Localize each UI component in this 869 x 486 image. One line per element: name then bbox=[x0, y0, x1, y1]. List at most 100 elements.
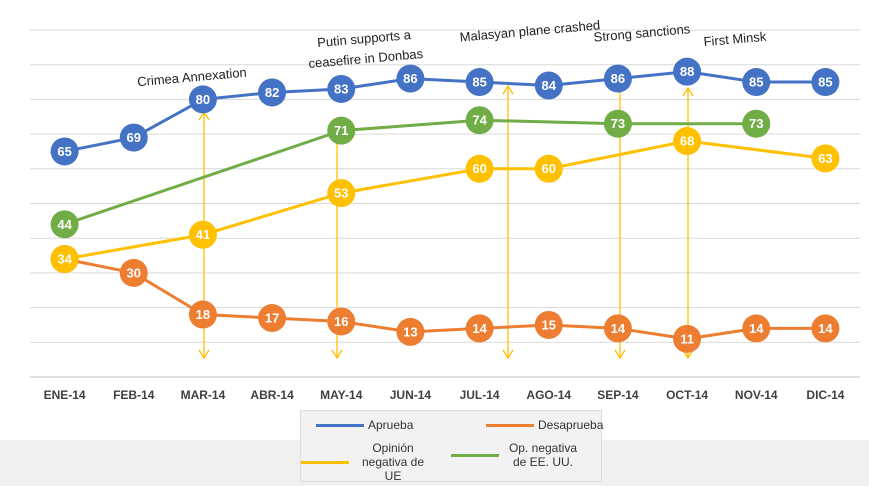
data-point bbox=[327, 179, 356, 208]
x-tick-label: MAY-14 bbox=[320, 388, 363, 402]
data-label: 60 bbox=[472, 161, 486, 176]
legend-item: Opinión negativa de UE bbox=[301, 441, 433, 483]
data-label: 85 bbox=[472, 74, 486, 89]
points: 65 69 80 82 83 86 85 84 86 88 85 85 34 30 18 17 16 13 14 15… bbox=[50, 57, 840, 353]
data-point bbox=[327, 74, 356, 103]
data-label: 85 bbox=[749, 74, 763, 89]
legend-swatch bbox=[301, 460, 349, 464]
annotation: First Minsk bbox=[703, 29, 767, 49]
data-label: 85 bbox=[818, 74, 832, 89]
x-tick-label: NOV-14 bbox=[735, 388, 778, 402]
data-label: 74 bbox=[472, 113, 487, 128]
x-tick-label: FEB-14 bbox=[113, 388, 155, 402]
data-label: 73 bbox=[611, 116, 625, 131]
data-point bbox=[119, 123, 148, 152]
legend-swatch bbox=[316, 423, 364, 427]
data-label: 63 bbox=[818, 151, 832, 166]
data-label: 73 bbox=[749, 116, 763, 131]
series-line bbox=[64, 118, 757, 226]
data-label: 15 bbox=[542, 317, 556, 332]
series-line bbox=[64, 257, 826, 341]
x-tick-label: SEP-14 bbox=[597, 388, 639, 402]
data-label: 71 bbox=[334, 123, 348, 138]
data-point bbox=[119, 258, 148, 287]
x-tick-label: JUL-14 bbox=[460, 388, 500, 402]
arrow-head bbox=[198, 349, 210, 360]
data-point bbox=[603, 64, 632, 93]
data-point bbox=[327, 307, 356, 336]
x-tick-label: OCT-14 bbox=[666, 388, 708, 402]
data-point bbox=[396, 64, 425, 93]
data-point bbox=[673, 324, 702, 353]
data-point bbox=[673, 127, 702, 156]
data-label: 13 bbox=[403, 324, 417, 339]
arrow-head bbox=[682, 349, 694, 360]
data-label: 14 bbox=[818, 321, 833, 336]
data-point bbox=[742, 109, 771, 138]
annotation: Strong sanctions bbox=[593, 21, 691, 44]
data-point bbox=[50, 245, 79, 274]
x-tick-label: MAR-14 bbox=[181, 388, 226, 402]
data-label: 53 bbox=[334, 186, 348, 201]
data-label: 86 bbox=[611, 71, 625, 86]
arrow-head bbox=[502, 84, 514, 95]
data-point bbox=[327, 116, 356, 145]
data-label: 44 bbox=[57, 217, 72, 232]
data-point bbox=[50, 137, 79, 166]
data-point bbox=[396, 317, 425, 346]
legend-swatch bbox=[451, 453, 499, 457]
legend-label: Desaprueba bbox=[538, 418, 604, 432]
legend-swatch bbox=[486, 423, 534, 427]
data-label: 30 bbox=[127, 265, 141, 280]
series-line bbox=[64, 139, 826, 261]
legend-item: Op. negativa de EE. UU. bbox=[451, 441, 583, 469]
arrow-head bbox=[331, 349, 343, 360]
data-label: 14 bbox=[472, 321, 487, 336]
data-label: 82 bbox=[265, 85, 279, 100]
data-label: 18 bbox=[196, 307, 210, 322]
data-point bbox=[258, 304, 287, 333]
annotation-line: Putin supports a bbox=[317, 27, 413, 50]
data-point bbox=[742, 68, 771, 97]
arrow-head bbox=[502, 349, 514, 360]
legend-label: Aprueba bbox=[368, 418, 414, 432]
data-point bbox=[742, 314, 771, 343]
annotation: Crimea Annexation bbox=[137, 65, 248, 90]
data-label: 16 bbox=[334, 314, 348, 329]
x-tick-label: ENE-14 bbox=[44, 388, 86, 402]
x-tick-label: JUN-14 bbox=[390, 388, 432, 402]
annotation: Malasyan plane crashed bbox=[459, 17, 601, 44]
data-point bbox=[534, 71, 563, 100]
data-label: 80 bbox=[196, 92, 210, 107]
x-tick-label: ABR-14 bbox=[250, 388, 294, 402]
data-label: 86 bbox=[403, 71, 417, 86]
legend-label: Opinión negativa de UE bbox=[361, 441, 425, 483]
data-label: 84 bbox=[542, 78, 557, 93]
x-tick-label: AGO-14 bbox=[526, 388, 571, 402]
legend: Aprueba Desaprueba Opinión negativa de UE O… bbox=[300, 410, 604, 483]
data-point bbox=[603, 314, 632, 343]
data-point bbox=[673, 57, 702, 86]
data-label: 14 bbox=[611, 321, 626, 336]
arrow-head bbox=[614, 349, 626, 360]
data-label: 60 bbox=[542, 161, 556, 176]
data-label: 83 bbox=[334, 81, 348, 96]
data-point bbox=[465, 106, 494, 135]
data-label: 14 bbox=[749, 321, 764, 336]
data-label: 11 bbox=[680, 331, 694, 346]
data-label: 69 bbox=[127, 130, 141, 145]
data-point bbox=[811, 68, 840, 97]
data-label: 41 bbox=[196, 227, 210, 242]
data-point bbox=[188, 300, 217, 329]
lines bbox=[64, 70, 826, 341]
data-label: 17 bbox=[265, 310, 279, 325]
data-point bbox=[534, 154, 563, 183]
data-point bbox=[465, 68, 494, 97]
data-label: 65 bbox=[57, 144, 71, 159]
legend-label: Op. negativa de EE. UU. bbox=[508, 441, 578, 469]
data-point bbox=[603, 109, 632, 138]
legend-item: Aprueba bbox=[316, 418, 413, 432]
data-point bbox=[188, 220, 217, 249]
data-point bbox=[50, 210, 79, 239]
